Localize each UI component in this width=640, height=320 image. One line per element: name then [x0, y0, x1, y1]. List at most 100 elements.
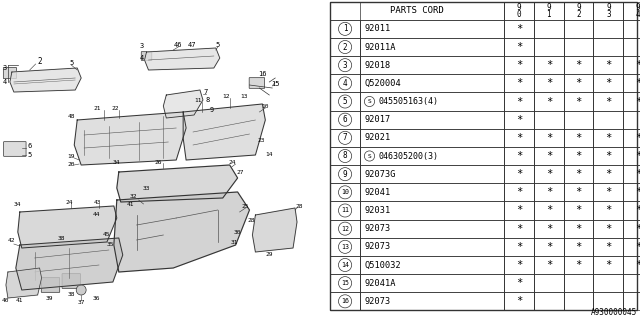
Text: 10: 10 — [262, 103, 269, 108]
Text: *: * — [605, 133, 611, 143]
Bar — [360, 38, 504, 56]
Text: 4: 4 — [3, 79, 7, 85]
Text: *: * — [546, 224, 552, 234]
Text: 16: 16 — [341, 298, 349, 304]
Text: 28: 28 — [248, 218, 255, 222]
Bar — [330, 238, 360, 256]
Bar — [564, 201, 593, 220]
Bar — [564, 20, 593, 38]
Text: 1: 1 — [343, 24, 348, 33]
Bar — [534, 274, 564, 292]
FancyBboxPatch shape — [141, 52, 152, 60]
Text: 48: 48 — [68, 114, 75, 118]
Text: 92073: 92073 — [364, 224, 390, 233]
Text: 92073: 92073 — [364, 297, 390, 306]
Text: 92021: 92021 — [364, 133, 390, 142]
Bar — [564, 256, 593, 274]
Bar — [593, 147, 623, 165]
Bar — [534, 20, 564, 38]
Bar — [593, 238, 623, 256]
Text: *: * — [635, 97, 640, 107]
Bar — [593, 274, 623, 292]
Text: 8: 8 — [206, 97, 210, 103]
Text: 9: 9 — [210, 107, 214, 113]
Text: 33: 33 — [143, 186, 150, 190]
Bar — [623, 147, 640, 165]
Bar — [360, 111, 504, 129]
Text: 92073: 92073 — [364, 242, 390, 251]
Bar — [623, 201, 640, 220]
Text: 045505163(4): 045505163(4) — [379, 97, 439, 106]
Text: *: * — [516, 133, 522, 143]
Text: 21: 21 — [93, 106, 100, 110]
Bar — [360, 56, 504, 74]
Text: 8: 8 — [343, 151, 348, 161]
Bar — [330, 147, 360, 165]
FancyBboxPatch shape — [4, 142, 26, 156]
Bar — [623, 238, 640, 256]
Text: 3: 3 — [343, 61, 348, 70]
Bar — [534, 74, 564, 92]
Bar — [504, 183, 534, 201]
Text: 30: 30 — [234, 229, 241, 235]
Text: 2: 2 — [37, 58, 42, 67]
Text: 23: 23 — [258, 138, 265, 142]
Text: 6: 6 — [343, 115, 348, 124]
Text: *: * — [546, 151, 552, 161]
Text: *: * — [605, 205, 611, 215]
Text: *: * — [605, 78, 611, 88]
Bar — [623, 220, 640, 238]
Text: 5: 5 — [343, 97, 348, 106]
Bar — [504, 38, 534, 56]
Text: 47: 47 — [188, 42, 196, 48]
Text: *: * — [575, 169, 582, 179]
Polygon shape — [114, 192, 250, 272]
Text: 4: 4 — [140, 55, 144, 61]
Text: 4: 4 — [343, 79, 348, 88]
Text: 6: 6 — [28, 143, 32, 149]
Text: *: * — [516, 24, 522, 34]
Bar — [593, 56, 623, 74]
Text: 11: 11 — [341, 207, 349, 213]
Text: *: * — [575, 151, 582, 161]
Text: 25: 25 — [242, 204, 249, 209]
Text: 4: 4 — [636, 10, 640, 19]
Bar — [593, 38, 623, 56]
Text: *: * — [635, 187, 640, 197]
Text: *: * — [516, 205, 522, 215]
Bar — [534, 56, 564, 74]
Bar — [623, 292, 640, 310]
Bar — [564, 129, 593, 147]
Text: *: * — [575, 78, 582, 88]
Bar — [504, 74, 534, 92]
Bar — [360, 92, 504, 111]
Text: *: * — [635, 169, 640, 179]
Bar — [593, 74, 623, 92]
Text: 92073G: 92073G — [364, 170, 396, 179]
Text: 9: 9 — [576, 3, 581, 12]
Polygon shape — [18, 206, 117, 248]
Text: 22: 22 — [111, 106, 118, 110]
Text: S: S — [367, 154, 371, 158]
Text: *: * — [605, 224, 611, 234]
Text: 5: 5 — [28, 152, 32, 158]
Text: 92031: 92031 — [364, 206, 390, 215]
Text: *: * — [546, 187, 552, 197]
Bar — [564, 220, 593, 238]
Bar — [534, 238, 564, 256]
Text: 37: 37 — [77, 300, 85, 306]
Text: 0: 0 — [517, 10, 522, 19]
Text: *: * — [605, 169, 611, 179]
Bar — [534, 129, 564, 147]
Text: 9: 9 — [517, 3, 522, 12]
Bar — [564, 74, 593, 92]
Bar — [330, 92, 360, 111]
Text: 32: 32 — [130, 194, 138, 198]
Bar — [623, 20, 640, 38]
Text: 36: 36 — [92, 295, 100, 300]
Text: *: * — [516, 78, 522, 88]
Text: *: * — [575, 205, 582, 215]
Text: *: * — [605, 60, 611, 70]
Bar — [564, 165, 593, 183]
Text: 2: 2 — [343, 43, 348, 52]
